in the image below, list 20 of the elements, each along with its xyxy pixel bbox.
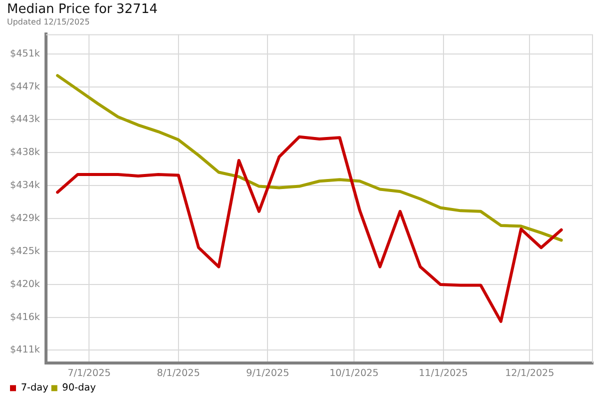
y-tick-label: $451k bbox=[10, 48, 40, 60]
y-tick-label: $420k bbox=[10, 278, 40, 290]
x-tick-label: 11/1/2025 bbox=[418, 368, 468, 380]
chart-title: Median Price for 32714 bbox=[7, 2, 158, 18]
x-tick-label: 12/1/2025 bbox=[505, 368, 554, 380]
legend-label: 90-day bbox=[62, 382, 96, 394]
y-tick-label: $443k bbox=[10, 114, 40, 126]
x-tick-label: 7/1/2025 bbox=[68, 368, 111, 380]
y-tick-label: $411k bbox=[10, 344, 40, 356]
y-tick-label: $429k bbox=[10, 213, 40, 224]
x-tick-label: 10/1/2025 bbox=[329, 368, 379, 380]
x-tick-label: 9/1/2025 bbox=[246, 368, 290, 380]
legend-label: 7-day bbox=[20, 382, 49, 394]
y-tick-label: $434k bbox=[10, 180, 40, 192]
chart-subtitle: Updated 12/15/2025 bbox=[7, 17, 90, 26]
y-tick-label: $438k bbox=[10, 147, 40, 158]
x-tick-label: 8/1/2025 bbox=[156, 368, 200, 380]
y-tick-label: $447k bbox=[10, 81, 40, 92]
y-tick-label: $425k bbox=[10, 246, 40, 257]
y-tick-label: $416k bbox=[10, 312, 40, 323]
